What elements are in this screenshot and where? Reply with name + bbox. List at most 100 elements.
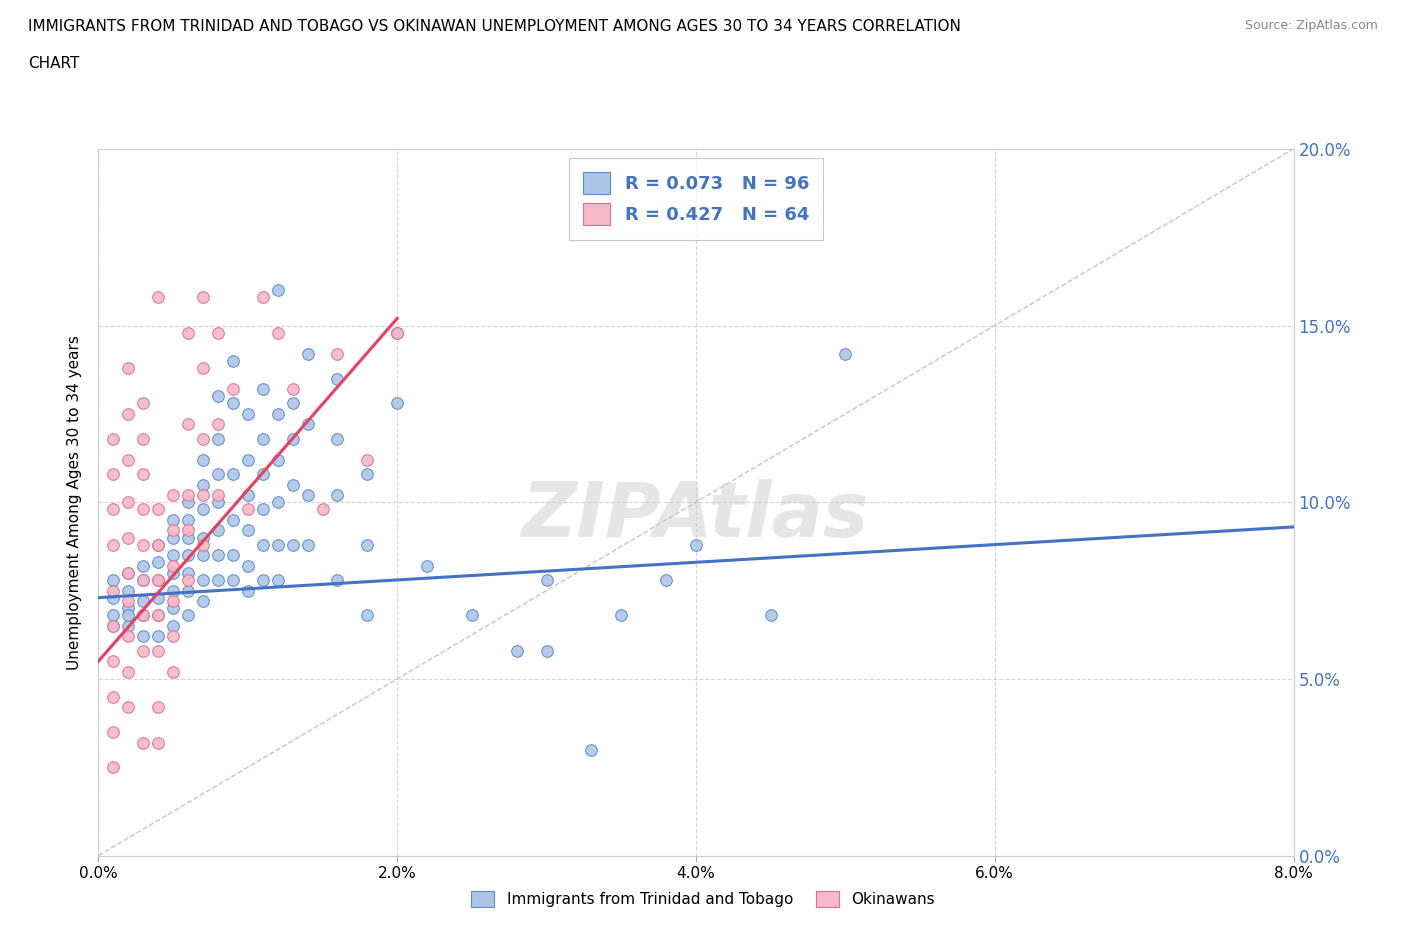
- Point: [117, 565, 139, 580]
- Text: IMMIGRANTS FROM TRINIDAD AND TOBAGO VS OKINAWAN UNEMPLOYMENT AMONG AGES 30 TO 34: IMMIGRANTS FROM TRINIDAD AND TOBAGO VS O…: [28, 19, 960, 33]
- Point: [191, 548, 214, 563]
- Point: [356, 467, 378, 482]
- Point: [416, 558, 439, 573]
- Point: [252, 573, 274, 588]
- Point: [132, 558, 155, 573]
- Point: [162, 512, 184, 527]
- Point: [385, 326, 409, 340]
- Point: [326, 346, 349, 361]
- Point: [132, 573, 155, 588]
- Point: [177, 417, 200, 432]
- Point: [655, 573, 678, 588]
- Point: [162, 664, 184, 679]
- Point: [581, 742, 603, 757]
- Point: [132, 735, 155, 750]
- Point: [191, 573, 214, 588]
- Point: [132, 432, 155, 446]
- Point: [267, 538, 290, 552]
- Point: [103, 618, 125, 633]
- Point: [356, 608, 378, 623]
- Point: [162, 523, 184, 538]
- Point: [222, 548, 245, 563]
- Point: [162, 548, 184, 563]
- Point: [222, 381, 245, 396]
- Point: [297, 487, 319, 502]
- Point: [191, 487, 214, 502]
- Point: [252, 432, 274, 446]
- Point: [177, 565, 200, 580]
- Point: [326, 573, 349, 588]
- Point: [117, 629, 139, 644]
- Point: [148, 608, 170, 623]
- Point: [148, 290, 170, 305]
- Point: [297, 346, 319, 361]
- Point: [117, 699, 139, 714]
- Legend: R = 0.073   N = 96, R = 0.427   N = 64: R = 0.073 N = 96, R = 0.427 N = 64: [568, 158, 824, 240]
- Point: [117, 608, 139, 623]
- Point: [162, 593, 184, 608]
- Point: [461, 608, 484, 623]
- Point: [177, 548, 200, 563]
- Point: [177, 495, 200, 510]
- Point: [311, 502, 333, 517]
- Point: [103, 591, 125, 605]
- Point: [236, 487, 259, 502]
- Point: [117, 583, 139, 598]
- Point: [252, 467, 274, 482]
- Point: [536, 644, 558, 658]
- Point: [148, 538, 170, 552]
- Point: [685, 538, 707, 552]
- Point: [281, 396, 304, 411]
- Point: [236, 558, 259, 573]
- Legend: Immigrants from Trinidad and Tobago, Okinawans: Immigrants from Trinidad and Tobago, Oki…: [465, 884, 941, 913]
- Point: [148, 608, 170, 623]
- Point: [191, 502, 214, 517]
- Point: [356, 452, 378, 467]
- Point: [148, 573, 170, 588]
- Point: [207, 495, 229, 510]
- Point: [103, 724, 125, 739]
- Point: [207, 467, 229, 482]
- Point: [117, 601, 139, 616]
- Point: [177, 608, 200, 623]
- Point: [326, 487, 349, 502]
- Point: [267, 283, 290, 298]
- Point: [252, 290, 274, 305]
- Point: [191, 593, 214, 608]
- Point: [191, 290, 214, 305]
- Point: [103, 502, 125, 517]
- Point: [117, 618, 139, 633]
- Point: [132, 538, 155, 552]
- Text: ZIPAtlas: ZIPAtlas: [522, 479, 870, 553]
- Point: [207, 417, 229, 432]
- Point: [297, 538, 319, 552]
- Point: [191, 538, 214, 552]
- Point: [132, 593, 155, 608]
- Point: [103, 538, 125, 552]
- Point: [103, 573, 125, 588]
- Point: [148, 538, 170, 552]
- Point: [281, 477, 304, 492]
- Point: [177, 523, 200, 538]
- Point: [103, 689, 125, 704]
- Point: [536, 573, 558, 588]
- Point: [148, 735, 170, 750]
- Point: [191, 361, 214, 376]
- Point: [117, 593, 139, 608]
- Point: [207, 487, 229, 502]
- Point: [326, 432, 349, 446]
- Point: [162, 558, 184, 573]
- Point: [117, 361, 139, 376]
- Text: Source: ZipAtlas.com: Source: ZipAtlas.com: [1244, 19, 1378, 32]
- Point: [148, 629, 170, 644]
- Point: [148, 502, 170, 517]
- Point: [132, 573, 155, 588]
- Point: [222, 353, 245, 368]
- Point: [297, 417, 319, 432]
- Point: [207, 432, 229, 446]
- Point: [252, 502, 274, 517]
- Point: [191, 477, 214, 492]
- Point: [834, 346, 856, 361]
- Point: [162, 487, 184, 502]
- Point: [267, 326, 290, 340]
